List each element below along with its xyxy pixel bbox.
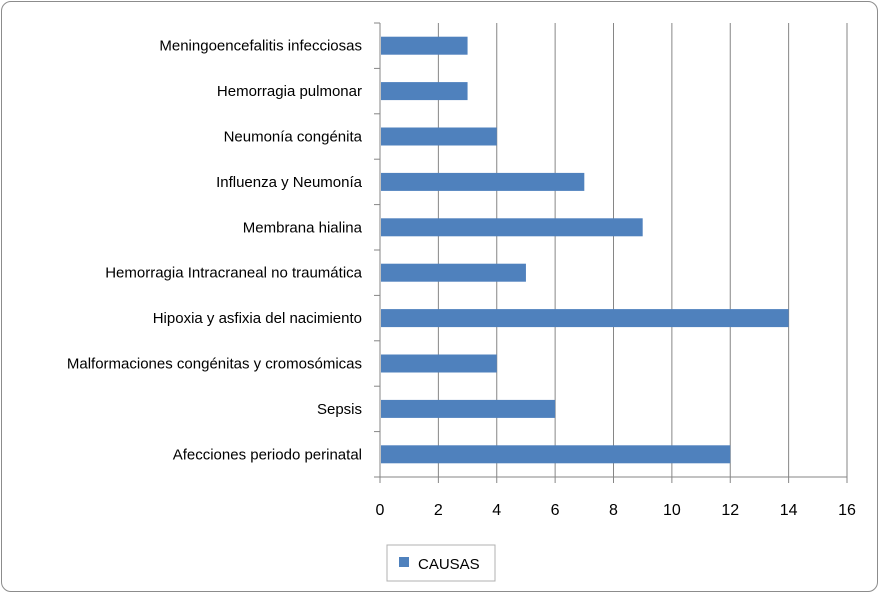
x-tick-label: 10 <box>663 502 681 519</box>
category-label: Neumonía congénita <box>224 129 363 146</box>
bar <box>381 36 468 55</box>
axes <box>374 22 848 483</box>
bar <box>381 399 556 418</box>
category-label: Hemorragia pulmonar <box>217 83 362 100</box>
x-tick-label: 8 <box>609 502 618 519</box>
legend: CAUSAS <box>386 544 496 582</box>
category-label: Meningoencefalitis infecciosas <box>159 38 362 55</box>
legend-swatch <box>399 557 409 567</box>
category-label: Membrana hialina <box>243 219 363 236</box>
category-label: Hemorragia Intracraneal no traumática <box>105 265 362 282</box>
bars <box>381 36 789 464</box>
bar <box>381 263 526 282</box>
x-tick-label: 14 <box>780 502 798 519</box>
x-tick-label: 16 <box>838 502 856 519</box>
category-label: Afecciones periodo perinatal <box>173 446 362 463</box>
bar <box>381 172 585 191</box>
x-tick-label: 6 <box>551 502 560 519</box>
bar <box>381 82 468 101</box>
bar <box>381 445 731 464</box>
category-label: Malformaciones congénitas y cromosómicas <box>67 356 362 373</box>
bar <box>381 218 643 237</box>
bar <box>381 127 497 146</box>
x-tick-label: 12 <box>721 502 739 519</box>
category-labels: Meningoencefalitis infecciosas Hemorragia… <box>67 38 363 464</box>
bar <box>381 309 789 328</box>
legend-label: CAUSAS <box>418 556 480 573</box>
category-label: Influenza y Neumonía <box>216 174 363 191</box>
x-tick-label: 2 <box>434 502 443 519</box>
category-label: Hipoxia y asfixia del nacimiento <box>153 310 362 327</box>
x-tick-labels: 0 2 4 6 8 10 12 14 16 <box>376 502 856 519</box>
x-tick-label: 4 <box>492 502 501 519</box>
x-tick-label: 0 <box>376 502 385 519</box>
bar <box>381 354 497 373</box>
category-label: Sepsis <box>317 401 362 418</box>
